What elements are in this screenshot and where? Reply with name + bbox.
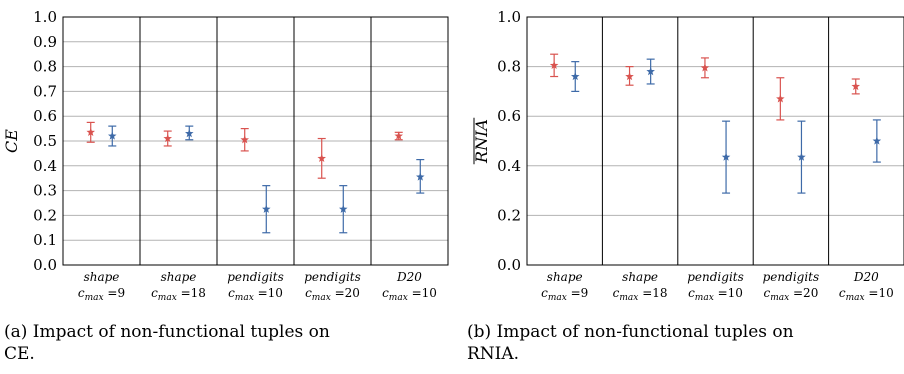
caption-ce: (a) Impact of non-functional tuples on C…: [4, 322, 330, 364]
category-label: shape: [547, 270, 583, 284]
data-point-marker: [185, 129, 194, 138]
data-point-marker: [872, 136, 882, 145]
y-tick-label: 0.5: [33, 132, 57, 150]
param-value: =9: [567, 286, 589, 300]
y-tick-label: 0.6: [33, 107, 57, 125]
category-param-label: cmax =9: [541, 286, 588, 303]
param-subscript: max: [548, 293, 567, 303]
y-tick-label: 1.0: [33, 8, 57, 26]
data-point-marker: [394, 131, 403, 140]
category-label: pendigits: [227, 270, 284, 284]
param-value: =9: [104, 286, 126, 300]
category-param-label: cmax =20: [305, 286, 360, 303]
category-param-label: cmax =10: [382, 286, 437, 303]
data-point-marker: [240, 135, 249, 144]
param-value: =20: [331, 286, 360, 300]
category-param-label: cmax =10: [688, 286, 743, 303]
data-point-marker: [549, 60, 559, 69]
param-subscript: max: [770, 293, 789, 303]
param-subscript: max: [846, 293, 865, 303]
y-tick-label: 0.0: [497, 256, 521, 274]
param-symbol: c: [839, 286, 846, 300]
param-subscript: max: [158, 293, 177, 303]
chart-ce: 0.0 0.1 0.2 0.3 0.4 0.5 0.6 0.7 0.8 0.9 1.0 CE shape…: [2, 8, 449, 303]
data-point-marker: [163, 134, 172, 143]
category-param-label: cmax =9: [78, 286, 125, 303]
category-label: pendigits: [304, 270, 361, 284]
category-label: shape: [84, 270, 120, 284]
category-label: pendigits: [687, 270, 744, 284]
category-label: D20: [853, 270, 879, 284]
category-param-label: cmax =20: [763, 286, 818, 303]
plot-frame: [62, 16, 449, 266]
param-value: =10: [865, 286, 894, 300]
data-point-marker: [339, 204, 348, 213]
category-label: shape: [622, 270, 658, 284]
param-value: =10: [714, 286, 743, 300]
category-param-label: cmax =10: [839, 286, 894, 303]
data-point-marker: [625, 72, 634, 81]
y-tick-label: 0.2: [497, 206, 521, 224]
y-tick-label: 0.8: [497, 58, 521, 76]
y-tick-label: 0.9: [33, 33, 57, 51]
data-point-marker: [776, 94, 785, 103]
y-tick-label: 0.2: [33, 206, 57, 224]
y-axis-label: RNIA: [472, 119, 491, 164]
param-value: =18: [177, 286, 206, 300]
y-tick-label: 0.1: [33, 231, 57, 249]
param-symbol: c: [305, 286, 312, 300]
param-value: =10: [254, 286, 283, 300]
param-symbol: c: [382, 286, 389, 300]
param-subscript: max: [235, 293, 254, 303]
category-label: shape: [161, 270, 197, 284]
data-point-marker: [700, 63, 710, 72]
param-value: =20: [789, 286, 818, 300]
y-tick-label: 0.6: [497, 107, 521, 125]
y-tick-label: 0.4: [497, 157, 521, 175]
param-symbol: c: [151, 286, 158, 300]
plot-frame: [526, 16, 904, 266]
data-point-marker: [86, 127, 95, 136]
data-point-marker: [262, 204, 271, 213]
category-param-label: cmax =18: [613, 286, 668, 303]
y-tick-label: 0.0: [33, 256, 57, 274]
param-subscript: max: [85, 293, 104, 303]
data-point-marker: [851, 81, 861, 91]
param-symbol: c: [78, 286, 85, 300]
category-param-label: cmax =10: [228, 286, 283, 303]
param-symbol: c: [688, 286, 695, 300]
data-point-marker: [797, 152, 806, 161]
data-point-marker: [108, 131, 117, 140]
y-axis-label: CE: [2, 129, 21, 153]
data-point-marker: [416, 172, 425, 181]
data-point-marker: [570, 72, 580, 81]
y-tick-label: 0.7: [33, 82, 57, 100]
category-label: pendigits: [763, 270, 820, 284]
y-tick-label: 0.8: [33, 58, 57, 76]
y-tick-label: 0.4: [33, 157, 57, 175]
param-symbol: c: [613, 286, 620, 300]
param-value: =18: [638, 286, 667, 300]
param-symbol: c: [541, 286, 548, 300]
param-subscript: max: [312, 293, 331, 303]
category-label: D20: [396, 270, 422, 284]
data-point-marker: [646, 67, 655, 76]
data-point-marker: [721, 152, 731, 161]
param-subscript: max: [389, 293, 408, 303]
y-tick-label: 1.0: [497, 8, 521, 26]
param-subscript: max: [619, 293, 638, 303]
param-subscript: max: [695, 293, 714, 303]
y-tick-label: 0.3: [33, 182, 57, 200]
param-symbol: c: [763, 286, 770, 300]
category-param-label: cmax =18: [151, 286, 206, 303]
data-point-marker: [317, 153, 326, 162]
param-symbol: c: [228, 286, 235, 300]
param-value: =10: [408, 286, 437, 300]
caption-rnia: (b) Impact of non-functional tuples on R…: [467, 322, 794, 364]
